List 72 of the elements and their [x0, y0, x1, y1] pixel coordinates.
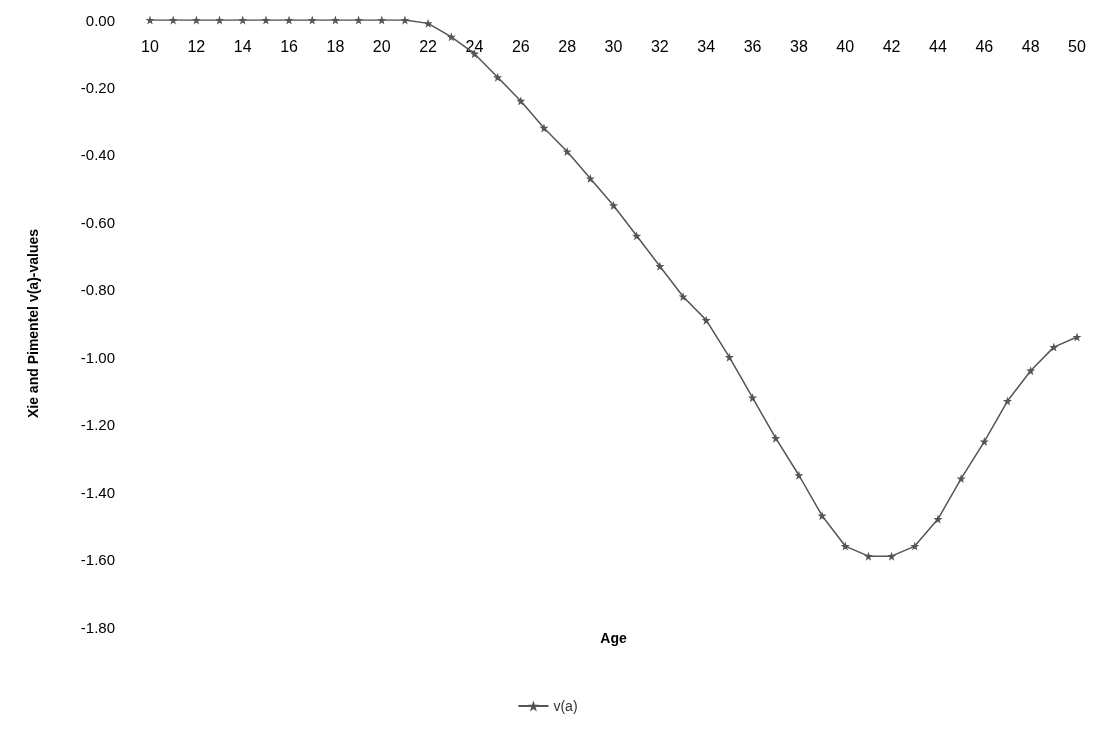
point	[887, 551, 897, 561]
point	[1002, 396, 1012, 406]
x-tick-label: 18	[326, 37, 345, 55]
x-tick-label: 38	[790, 37, 808, 55]
point	[724, 352, 734, 362]
y-tick-label: -0.60	[80, 213, 115, 231]
y-axis-title: Xie and Pimentel v(a)-values	[25, 228, 41, 419]
point	[516, 96, 526, 106]
x-tick-label: 50	[1068, 37, 1086, 55]
point	[446, 32, 456, 42]
point	[284, 15, 294, 25]
y-tick-label: -1.00	[80, 348, 115, 366]
point	[215, 15, 225, 25]
point	[423, 18, 433, 28]
point	[145, 15, 155, 25]
point	[678, 292, 688, 302]
point	[863, 551, 873, 561]
point	[354, 15, 364, 25]
x-tick-label: 16	[280, 37, 299, 55]
x-tick-label: 36	[743, 37, 762, 55]
point	[585, 173, 595, 183]
x-tick-label: 10	[141, 37, 159, 55]
point	[261, 15, 271, 25]
point	[377, 15, 387, 25]
point	[910, 541, 920, 551]
point	[191, 15, 201, 25]
point	[539, 123, 549, 133]
x-tick-label: 24	[465, 37, 484, 55]
point	[1026, 366, 1036, 376]
x-tick-label: 30	[604, 37, 623, 55]
x-tick-label: 26	[511, 37, 530, 55]
point	[238, 15, 248, 25]
y-tick-label: -0.40	[80, 146, 115, 164]
point	[493, 72, 503, 82]
point	[771, 433, 781, 443]
y-tick-label: -1.80	[80, 618, 115, 636]
point	[748, 393, 758, 403]
x-tick-label: 32	[650, 37, 669, 55]
point	[632, 231, 642, 241]
x-axis-title: Age	[600, 630, 627, 646]
x-tick-label: 40	[836, 37, 855, 55]
x-tick-label: 46	[975, 37, 994, 55]
y-tick-label: -1.20	[80, 416, 115, 434]
y-tick-label: -1.60	[80, 551, 115, 569]
point	[794, 470, 804, 480]
x-tick-label: 44	[929, 37, 947, 55]
x-tick-label: 42	[882, 37, 901, 55]
y-tick-label: -1.40	[80, 483, 115, 501]
x-tick-label: 48	[1021, 37, 1040, 55]
point	[562, 147, 572, 157]
y-tick-label: -0.80	[80, 281, 115, 299]
x-tick-label: 20	[372, 37, 391, 55]
point	[168, 15, 178, 25]
x-tick-label: 34	[697, 37, 716, 55]
point	[330, 15, 340, 25]
point	[655, 261, 665, 271]
point	[1072, 332, 1082, 342]
point	[400, 15, 410, 25]
point	[701, 315, 711, 325]
x-tick-label: 28	[558, 37, 577, 55]
x-tick-label: 22	[419, 37, 438, 55]
legend-label: v(a)	[553, 698, 578, 714]
point	[1049, 342, 1059, 352]
x-tick-label: 12	[187, 37, 206, 55]
point	[933, 514, 943, 524]
point	[609, 200, 618, 210]
point	[979, 437, 989, 447]
point	[307, 15, 317, 25]
y-tick-label: -0.20	[80, 78, 115, 96]
x-tick-label: 14	[233, 37, 252, 55]
y-tick-label: 0.00	[85, 11, 115, 29]
point	[840, 541, 850, 551]
